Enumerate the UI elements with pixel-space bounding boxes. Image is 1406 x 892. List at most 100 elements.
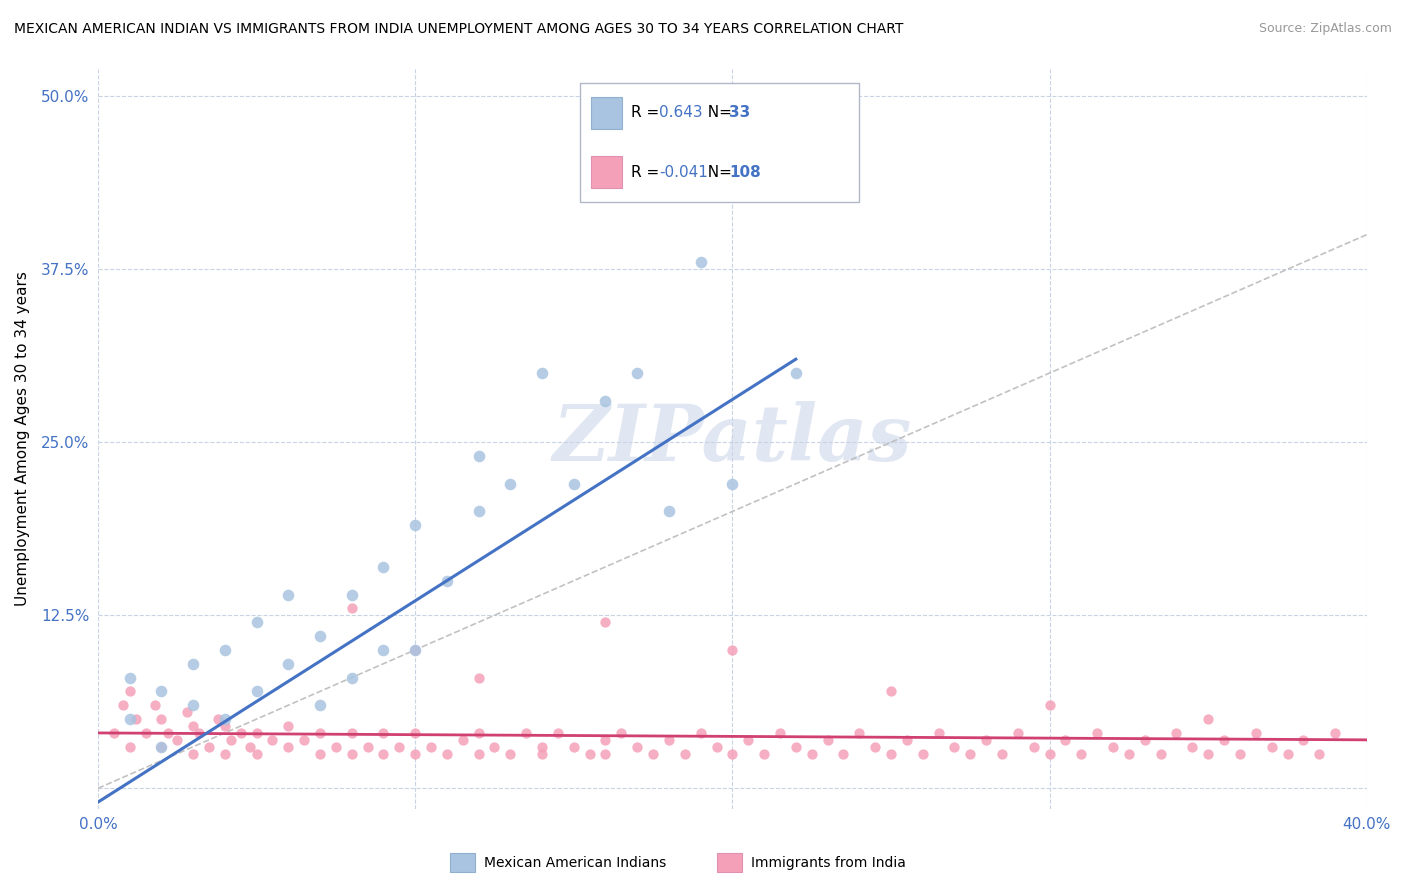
Point: [277, 719, 299, 733]
Point: [340, 671, 363, 685]
Point: [974, 732, 997, 747]
Point: [562, 476, 585, 491]
Point: [752, 172, 775, 186]
Point: [1244, 726, 1267, 740]
Point: [721, 747, 744, 761]
Point: [118, 739, 141, 754]
Point: [880, 747, 903, 761]
Point: [1133, 732, 1156, 747]
Point: [1085, 726, 1108, 740]
Text: 108: 108: [730, 165, 761, 179]
Point: [245, 615, 267, 630]
Point: [181, 657, 204, 671]
Point: [896, 732, 918, 747]
Point: [229, 726, 252, 740]
Point: [150, 684, 173, 698]
Point: [706, 739, 728, 754]
Point: [610, 726, 633, 740]
Point: [641, 747, 664, 761]
Point: [1308, 747, 1330, 761]
Point: [214, 747, 236, 761]
Point: [1277, 747, 1299, 761]
Point: [467, 726, 489, 740]
Point: [404, 643, 426, 657]
Point: [245, 684, 267, 698]
Point: [1039, 698, 1062, 713]
Point: [214, 643, 236, 657]
Point: [373, 643, 395, 657]
Point: [309, 629, 332, 643]
Point: [595, 732, 617, 747]
Point: [1102, 739, 1125, 754]
Y-axis label: Unemployment Among Ages 30 to 34 years: Unemployment Among Ages 30 to 34 years: [15, 271, 30, 607]
Point: [1054, 732, 1077, 747]
Point: [214, 719, 236, 733]
Point: [188, 726, 211, 740]
Point: [467, 747, 489, 761]
Point: [404, 747, 426, 761]
Point: [817, 732, 839, 747]
Point: [1039, 747, 1062, 761]
Point: [595, 393, 617, 408]
Text: Source: ZipAtlas.com: Source: ZipAtlas.com: [1258, 22, 1392, 36]
Point: [1213, 732, 1236, 747]
Point: [404, 726, 426, 740]
Point: [292, 732, 315, 747]
Point: [673, 747, 696, 761]
Point: [1292, 732, 1315, 747]
Point: [1197, 712, 1219, 726]
Point: [467, 671, 489, 685]
Point: [658, 504, 681, 518]
Text: -0.041: -0.041: [659, 165, 707, 179]
Point: [1166, 726, 1188, 740]
Point: [262, 732, 284, 747]
Point: [1070, 747, 1092, 761]
Point: [721, 476, 744, 491]
Point: [769, 726, 792, 740]
Point: [245, 726, 267, 740]
Point: [531, 739, 554, 754]
Point: [356, 739, 378, 754]
Point: [373, 559, 395, 574]
Point: [785, 739, 807, 754]
Point: [531, 747, 554, 761]
Point: [689, 255, 711, 269]
Point: [219, 732, 242, 747]
Text: R =: R =: [631, 165, 664, 179]
Point: [991, 747, 1014, 761]
Point: [277, 657, 299, 671]
Point: [547, 726, 569, 740]
Point: [373, 726, 395, 740]
Point: [1118, 747, 1140, 761]
Point: [499, 747, 522, 761]
Point: [143, 698, 166, 713]
Point: [578, 747, 600, 761]
Point: [166, 732, 188, 747]
Point: [531, 366, 554, 380]
Point: [880, 684, 903, 698]
Point: [658, 732, 681, 747]
Point: [340, 601, 363, 615]
Text: Mexican American Indians: Mexican American Indians: [484, 855, 666, 870]
Point: [451, 732, 474, 747]
Point: [309, 698, 332, 713]
Point: [245, 747, 267, 761]
Point: [1022, 739, 1045, 754]
Point: [1007, 726, 1029, 740]
Point: [198, 739, 221, 754]
Point: [309, 747, 332, 761]
Point: [848, 726, 870, 740]
Point: [340, 747, 363, 761]
Point: [150, 712, 173, 726]
Point: [499, 476, 522, 491]
Point: [135, 726, 157, 740]
Point: [125, 712, 148, 726]
Point: [1181, 739, 1204, 754]
Point: [436, 574, 458, 588]
Text: ZIPatlas: ZIPatlas: [553, 401, 912, 477]
Point: [943, 739, 966, 754]
Point: [436, 747, 458, 761]
Point: [1260, 739, 1282, 754]
Point: [388, 739, 411, 754]
Point: [181, 698, 204, 713]
